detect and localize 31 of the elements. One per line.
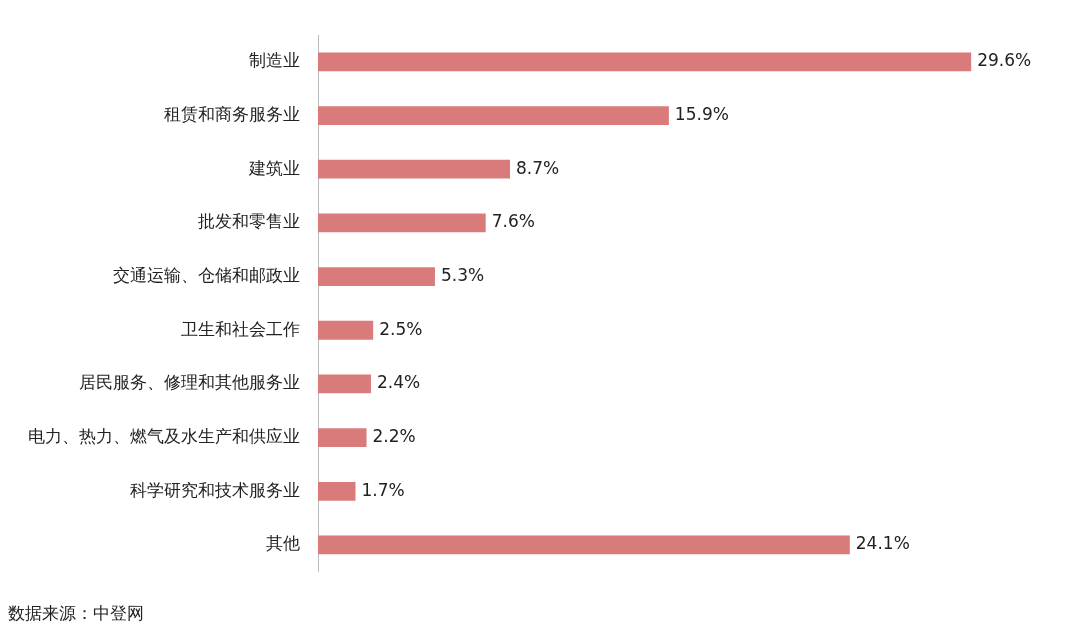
bar bbox=[318, 52, 972, 72]
data-label: 15.9% bbox=[674, 103, 729, 124]
source-note: 数据来源：中登网 bbox=[8, 602, 144, 625]
bar bbox=[318, 535, 850, 555]
data-label: 5.3% bbox=[440, 264, 485, 285]
data-label: 8.7% bbox=[515, 157, 560, 178]
bar bbox=[318, 159, 510, 179]
y-tick-label: 制造业 bbox=[249, 50, 300, 71]
y-tick-label: 租赁和商务服务业 bbox=[164, 103, 300, 124]
data-label: 2.4% bbox=[376, 372, 421, 393]
data-label: 2.5% bbox=[379, 318, 423, 339]
bar bbox=[318, 267, 435, 286]
data-label: 1.7% bbox=[361, 479, 405, 500]
bar bbox=[318, 481, 356, 501]
bar bbox=[318, 213, 486, 233]
y-tick-label: 电力、热力、燃气及水生产和供应业 bbox=[28, 426, 300, 447]
y-tick-label: 科学研究和技术服务业 bbox=[130, 479, 300, 500]
y-tick-label: 居民服务、修理和其他服务业 bbox=[79, 372, 300, 393]
data-label: 2.2% bbox=[372, 426, 416, 447]
data-label: 7.6% bbox=[491, 211, 535, 232]
bar bbox=[318, 428, 367, 447]
y-tick-label: 交通运输、仓储和邮政业 bbox=[113, 264, 300, 285]
y-tick-label: 建筑业 bbox=[248, 157, 300, 178]
data-label: 24.1% bbox=[855, 533, 910, 554]
bar bbox=[318, 106, 669, 125]
data-label: 29.6% bbox=[977, 50, 1032, 71]
bar bbox=[318, 374, 371, 394]
y-tick-label: 其他 bbox=[266, 533, 300, 554]
y-tick-label: 批发和零售业 bbox=[198, 211, 300, 232]
y-tick-label: 卫生和社会工作 bbox=[181, 318, 300, 339]
bar bbox=[318, 320, 374, 340]
